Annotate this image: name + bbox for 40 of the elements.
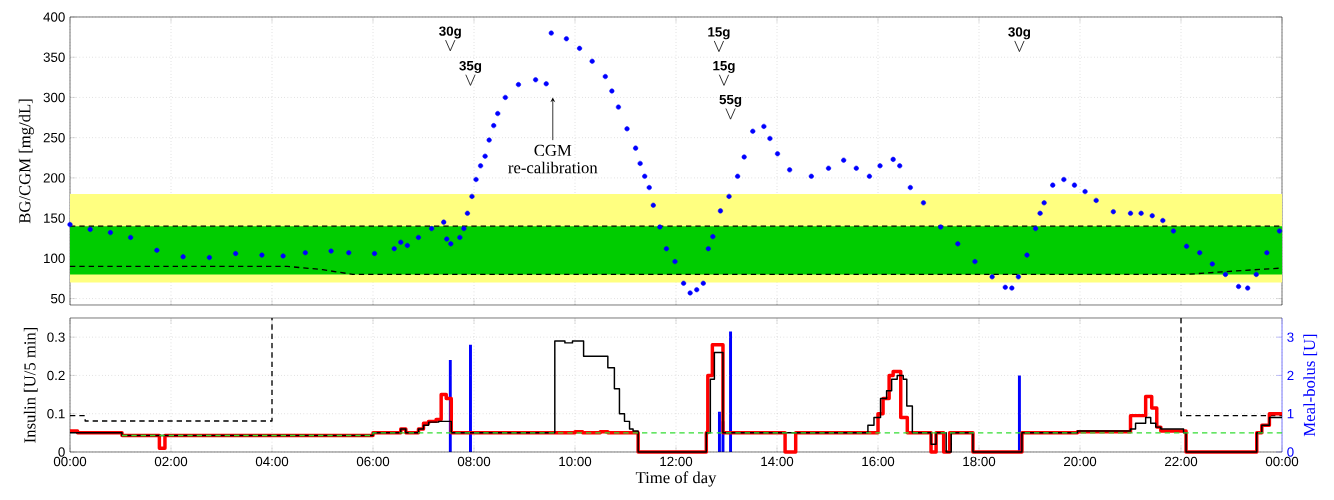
x-tick-label: 06:00 — [356, 456, 390, 467]
y-tick-label: 50 — [51, 293, 65, 304]
x-tick-label: 12:00 — [660, 456, 693, 467]
x-tick-label: 10:00 — [559, 456, 592, 467]
y-tick-label: 100 — [44, 253, 65, 264]
annotation: 30g — [439, 26, 461, 39]
x-tick-label: 22:00 — [1165, 456, 1198, 467]
y-tick-label: 0.1 — [47, 409, 65, 419]
y-tick-label: 0 — [58, 447, 65, 457]
y2-axis-title: Meal-bolus [U] — [1303, 334, 1318, 437]
y2-tick-label: 0 — [1287, 447, 1294, 457]
annotation: 15g — [708, 27, 730, 40]
y-tick-label: 250 — [43, 132, 65, 143]
x-tick-label: 02:00 — [154, 456, 188, 467]
x-tick-label: 16:00 — [862, 456, 895, 467]
annotation: 35g — [459, 60, 482, 74]
annotation: CGM re-calibration — [508, 144, 598, 174]
y2-tick-label: 3 — [1287, 332, 1294, 342]
x-tick-label: 20:00 — [1064, 456, 1097, 467]
x-axis-title: Time of day — [635, 471, 717, 487]
y-tick-label: 0.2 — [47, 370, 65, 381]
y-tick-label: 400 — [43, 12, 65, 22]
annotation: 30g — [1008, 27, 1031, 40]
y2-tick-label: 1 — [1287, 409, 1294, 419]
x-tick-label: 00:00 — [1265, 456, 1299, 467]
y-axis-title: BG/CGM [mg/dL] — [18, 99, 34, 224]
annotation: 55g — [719, 94, 742, 107]
y-tick-label: 150 — [44, 213, 65, 223]
y2-tick-label: 2 — [1287, 370, 1294, 381]
x-tick-label: 08:00 — [457, 456, 491, 467]
annotation: 15g — [713, 61, 735, 74]
x-tick-label: 00:00 — [53, 456, 87, 467]
y-tick-label: 0.3 — [47, 332, 65, 342]
y-tick-label: 350 — [43, 52, 65, 62]
y-tick-label: 300 — [43, 92, 65, 103]
x-tick-label: 14:00 — [761, 456, 794, 467]
x-tick-label: 18:00 — [963, 456, 996, 467]
x-tick-label: 04:00 — [255, 456, 289, 467]
y-tick-label: 200 — [43, 173, 65, 183]
y-axis-title: Insulin [U/5 min] — [23, 327, 38, 443]
